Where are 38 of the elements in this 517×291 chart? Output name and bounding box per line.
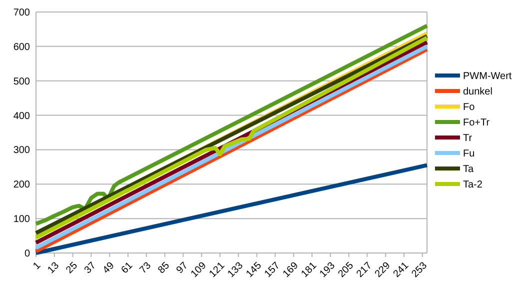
y-tick-label: 600 <box>13 42 30 53</box>
y-tick-label: 400 <box>13 110 30 122</box>
legend-label: Fo <box>463 102 476 113</box>
y-tick-label: 500 <box>13 76 30 88</box>
x-tick-label: 253 <box>410 260 430 280</box>
legend-label: dunkel <box>463 86 492 98</box>
x-tick-label: 229 <box>373 260 393 280</box>
x-tick-label: 133 <box>226 260 246 280</box>
legend-label: Fo+Tr <box>463 118 490 128</box>
x-tick-label: 97 <box>174 260 191 276</box>
y-tick-label: 700 <box>13 8 30 18</box>
legend-label: Ta-2 <box>463 180 483 190</box>
x-tick-label: 73 <box>138 260 154 276</box>
x-tick-label: 121 <box>207 260 228 280</box>
x-tick-label: 85 <box>156 260 172 276</box>
x-tick-label: 25 <box>64 260 80 276</box>
x-tick-label: 109 <box>189 260 209 280</box>
x-tick-label: 217 <box>354 260 375 280</box>
x-tick-label: 61 <box>119 260 136 276</box>
x-tick-label: 13 <box>46 260 62 276</box>
x-tick-label: 241 <box>391 260 412 280</box>
x-tick-label: 193 <box>318 260 338 280</box>
y-tick-label: 0 <box>24 248 30 260</box>
legend-label: PWM-Wert <box>463 71 512 82</box>
legend-label: Ta <box>463 164 474 175</box>
x-tick-label: 145 <box>244 260 264 280</box>
y-tick-label: 200 <box>13 180 30 191</box>
legend-label: Tr <box>463 133 473 144</box>
x-tick-label: 1 <box>31 260 44 272</box>
x-tick-label: 157 <box>262 260 283 280</box>
legend-label: Fu <box>463 148 475 160</box>
x-tick-label: 205 <box>336 260 356 280</box>
y-tick-label: 300 <box>13 145 30 156</box>
x-tick-label: 181 <box>299 260 320 280</box>
x-tick-label: 49 <box>101 260 117 276</box>
x-tick-label: 37 <box>82 260 99 276</box>
x-tick-label: 169 <box>281 260 301 280</box>
y-tick-label: 100 <box>13 214 30 226</box>
